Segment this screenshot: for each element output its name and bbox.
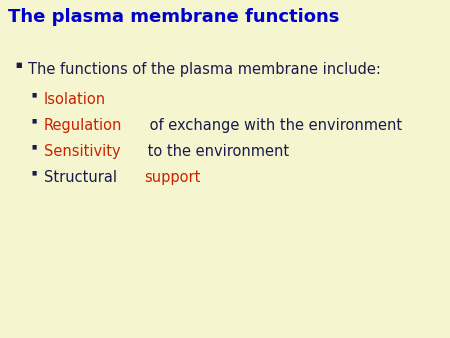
Text: to the environment: to the environment [143,144,289,159]
Text: Isolation: Isolation [44,92,106,107]
Text: The functions of the plasma membrane include:: The functions of the plasma membrane inc… [28,62,381,77]
Text: of exchange with the environment: of exchange with the environment [145,118,402,133]
Text: Regulation: Regulation [44,118,122,133]
Text: Structural: Structural [44,170,122,185]
Text: ■: ■ [15,62,22,68]
Text: Sensitivity: Sensitivity [44,144,121,159]
Text: ■: ■ [32,118,37,123]
Text: The plasma membrane functions: The plasma membrane functions [8,8,339,26]
Text: ■: ■ [32,170,37,175]
Text: ■: ■ [32,144,37,149]
Text: support: support [144,170,201,185]
Text: ■: ■ [32,92,37,97]
